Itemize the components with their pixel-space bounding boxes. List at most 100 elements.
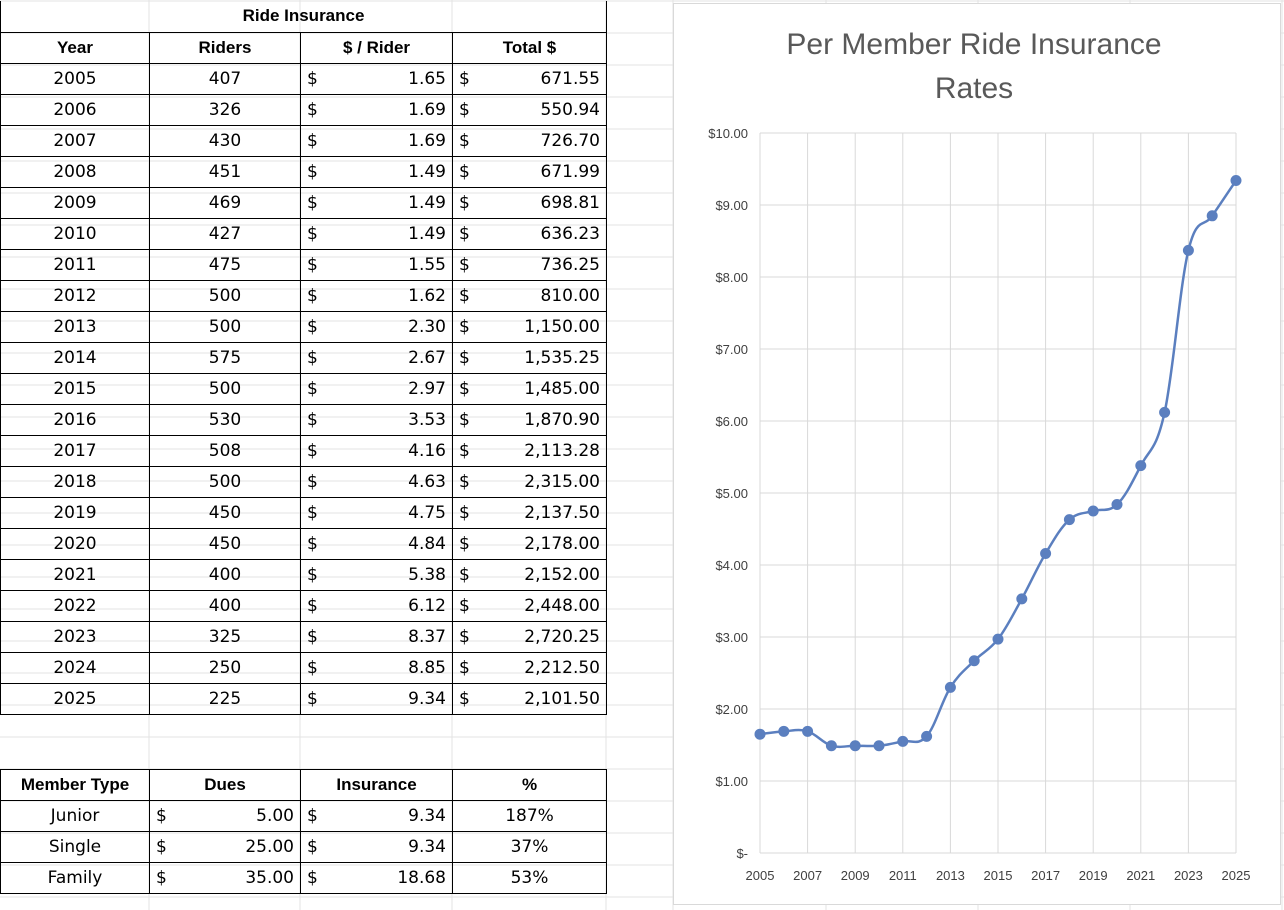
header-year[interactable]: Year [0,32,150,64]
total-cell[interactable]: $550.94 [452,94,607,126]
year-cell[interactable]: 2016 [0,404,150,436]
year-cell[interactable]: 2013 [0,311,150,343]
total-cell[interactable]: $2,137.50 [452,497,607,529]
year-cell[interactable]: 2023 [0,621,150,653]
dues-cell[interactable]: $5.00 [149,800,301,832]
per-rider-cell[interactable]: $4.63 [300,466,453,498]
year-cell[interactable]: 2012 [0,280,150,312]
data-point[interactable] [968,655,980,667]
riders-cell[interactable]: 500 [149,311,301,343]
year-cell[interactable]: 2018 [0,466,150,498]
insurance-cell[interactable]: $9.34 [300,831,453,863]
riders-cell[interactable]: 450 [149,528,301,560]
per-rider-cell[interactable]: $1.62 [300,280,453,312]
insurance-cell[interactable]: $9.34 [300,800,453,832]
data-point[interactable] [873,740,885,752]
dues-cell[interactable]: $35.00 [149,862,301,894]
total-cell[interactable]: $810.00 [452,280,607,312]
per-rider-cell[interactable]: $1.69 [300,125,453,157]
year-cell[interactable]: 2011 [0,249,150,281]
riders-cell[interactable]: 530 [149,404,301,436]
total-cell[interactable]: $2,101.50 [452,683,607,715]
riders-cell[interactable]: 400 [149,559,301,591]
data-point[interactable] [1040,547,1052,559]
total-cell[interactable]: $2,448.00 [452,590,607,622]
data-point[interactable] [1206,210,1218,222]
data-point[interactable] [1230,175,1242,187]
per-rider-cell[interactable]: $2.67 [300,342,453,374]
total-cell[interactable]: $636.23 [452,218,607,250]
total-cell[interactable]: $736.25 [452,249,607,281]
total-cell[interactable]: $2,178.00 [452,528,607,560]
riders-cell[interactable]: 427 [149,218,301,250]
percent-cell[interactable]: 37% [452,831,607,863]
header-riders[interactable]: Riders [149,32,301,64]
total-cell[interactable]: $671.55 [452,63,607,95]
riders-cell[interactable]: 451 [149,156,301,188]
member-type-cell[interactable]: Single [0,831,150,863]
year-cell[interactable]: 2019 [0,497,150,529]
data-point[interactable] [778,725,790,737]
per-rider-cell[interactable]: $4.75 [300,497,453,529]
per-rider-cell[interactable]: $4.16 [300,435,453,467]
year-cell[interactable]: 2021 [0,559,150,591]
data-point[interactable] [1016,593,1028,605]
per-rider-cell[interactable]: $1.55 [300,249,453,281]
rate-chart[interactable]: Per Member Ride Insurance Rates $- $1.00 $2.… [673,3,1281,905]
header-total[interactable]: Total $ [452,32,607,64]
data-point[interactable] [802,725,814,737]
total-cell[interactable]: $2,720.25 [452,621,607,653]
insurance-cell[interactable]: $18.68 [300,862,453,894]
total-cell[interactable]: $698.81 [452,187,607,219]
total-cell[interactable]: $1,535.25 [452,342,607,374]
data-point[interactable] [992,633,1004,645]
total-cell[interactable]: $671.99 [452,156,607,188]
riders-cell[interactable]: 326 [149,94,301,126]
total-cell[interactable]: $1,485.00 [452,373,607,405]
year-cell[interactable]: 2010 [0,218,150,250]
data-point[interactable] [825,740,837,752]
data-point[interactable] [944,681,956,693]
header-percent[interactable]: % [452,769,607,801]
year-cell[interactable]: 2024 [0,652,150,684]
percent-cell[interactable]: 187% [452,800,607,832]
year-cell[interactable]: 2022 [0,590,150,622]
year-cell[interactable]: 2006 [0,94,150,126]
per-rider-cell[interactable]: $8.85 [300,652,453,684]
per-rider-cell[interactable]: $5.38 [300,559,453,591]
year-cell[interactable]: 2020 [0,528,150,560]
total-cell[interactable]: $2,113.28 [452,435,607,467]
header-dues[interactable]: Dues [149,769,301,801]
data-point[interactable] [754,728,766,740]
per-rider-cell[interactable]: $1.69 [300,94,453,126]
header-insurance[interactable]: Insurance [300,769,453,801]
year-cell[interactable]: 2008 [0,156,150,188]
riders-cell[interactable]: 469 [149,187,301,219]
riders-cell[interactable]: 500 [149,280,301,312]
data-point[interactable] [1087,505,1099,517]
per-rider-cell[interactable]: $4.84 [300,528,453,560]
per-rider-cell[interactable]: $9.34 [300,683,453,715]
riders-cell[interactable]: 407 [149,63,301,95]
riders-cell[interactable]: 250 [149,652,301,684]
per-rider-cell[interactable]: $6.12 [300,590,453,622]
per-rider-cell[interactable]: $2.97 [300,373,453,405]
total-cell[interactable]: $1,870.90 [452,404,607,436]
total-cell[interactable]: $726.70 [452,125,607,157]
data-point[interactable] [897,735,909,747]
data-point[interactable] [1135,460,1147,472]
year-cell[interactable]: 2025 [0,683,150,715]
total-cell[interactable]: $2,152.00 [452,559,607,591]
per-rider-cell[interactable]: $1.65 [300,63,453,95]
per-rider-cell[interactable]: $3.53 [300,404,453,436]
per-rider-cell[interactable]: $1.49 [300,218,453,250]
year-cell[interactable]: 2009 [0,187,150,219]
header-member-type[interactable]: Member Type [0,769,150,801]
per-rider-cell[interactable]: $1.49 [300,156,453,188]
riders-cell[interactable]: 400 [149,590,301,622]
per-rider-cell[interactable]: $2.30 [300,311,453,343]
year-cell[interactable]: 2015 [0,373,150,405]
riders-cell[interactable]: 500 [149,466,301,498]
riders-cell[interactable]: 430 [149,125,301,157]
per-rider-cell[interactable]: $1.49 [300,187,453,219]
